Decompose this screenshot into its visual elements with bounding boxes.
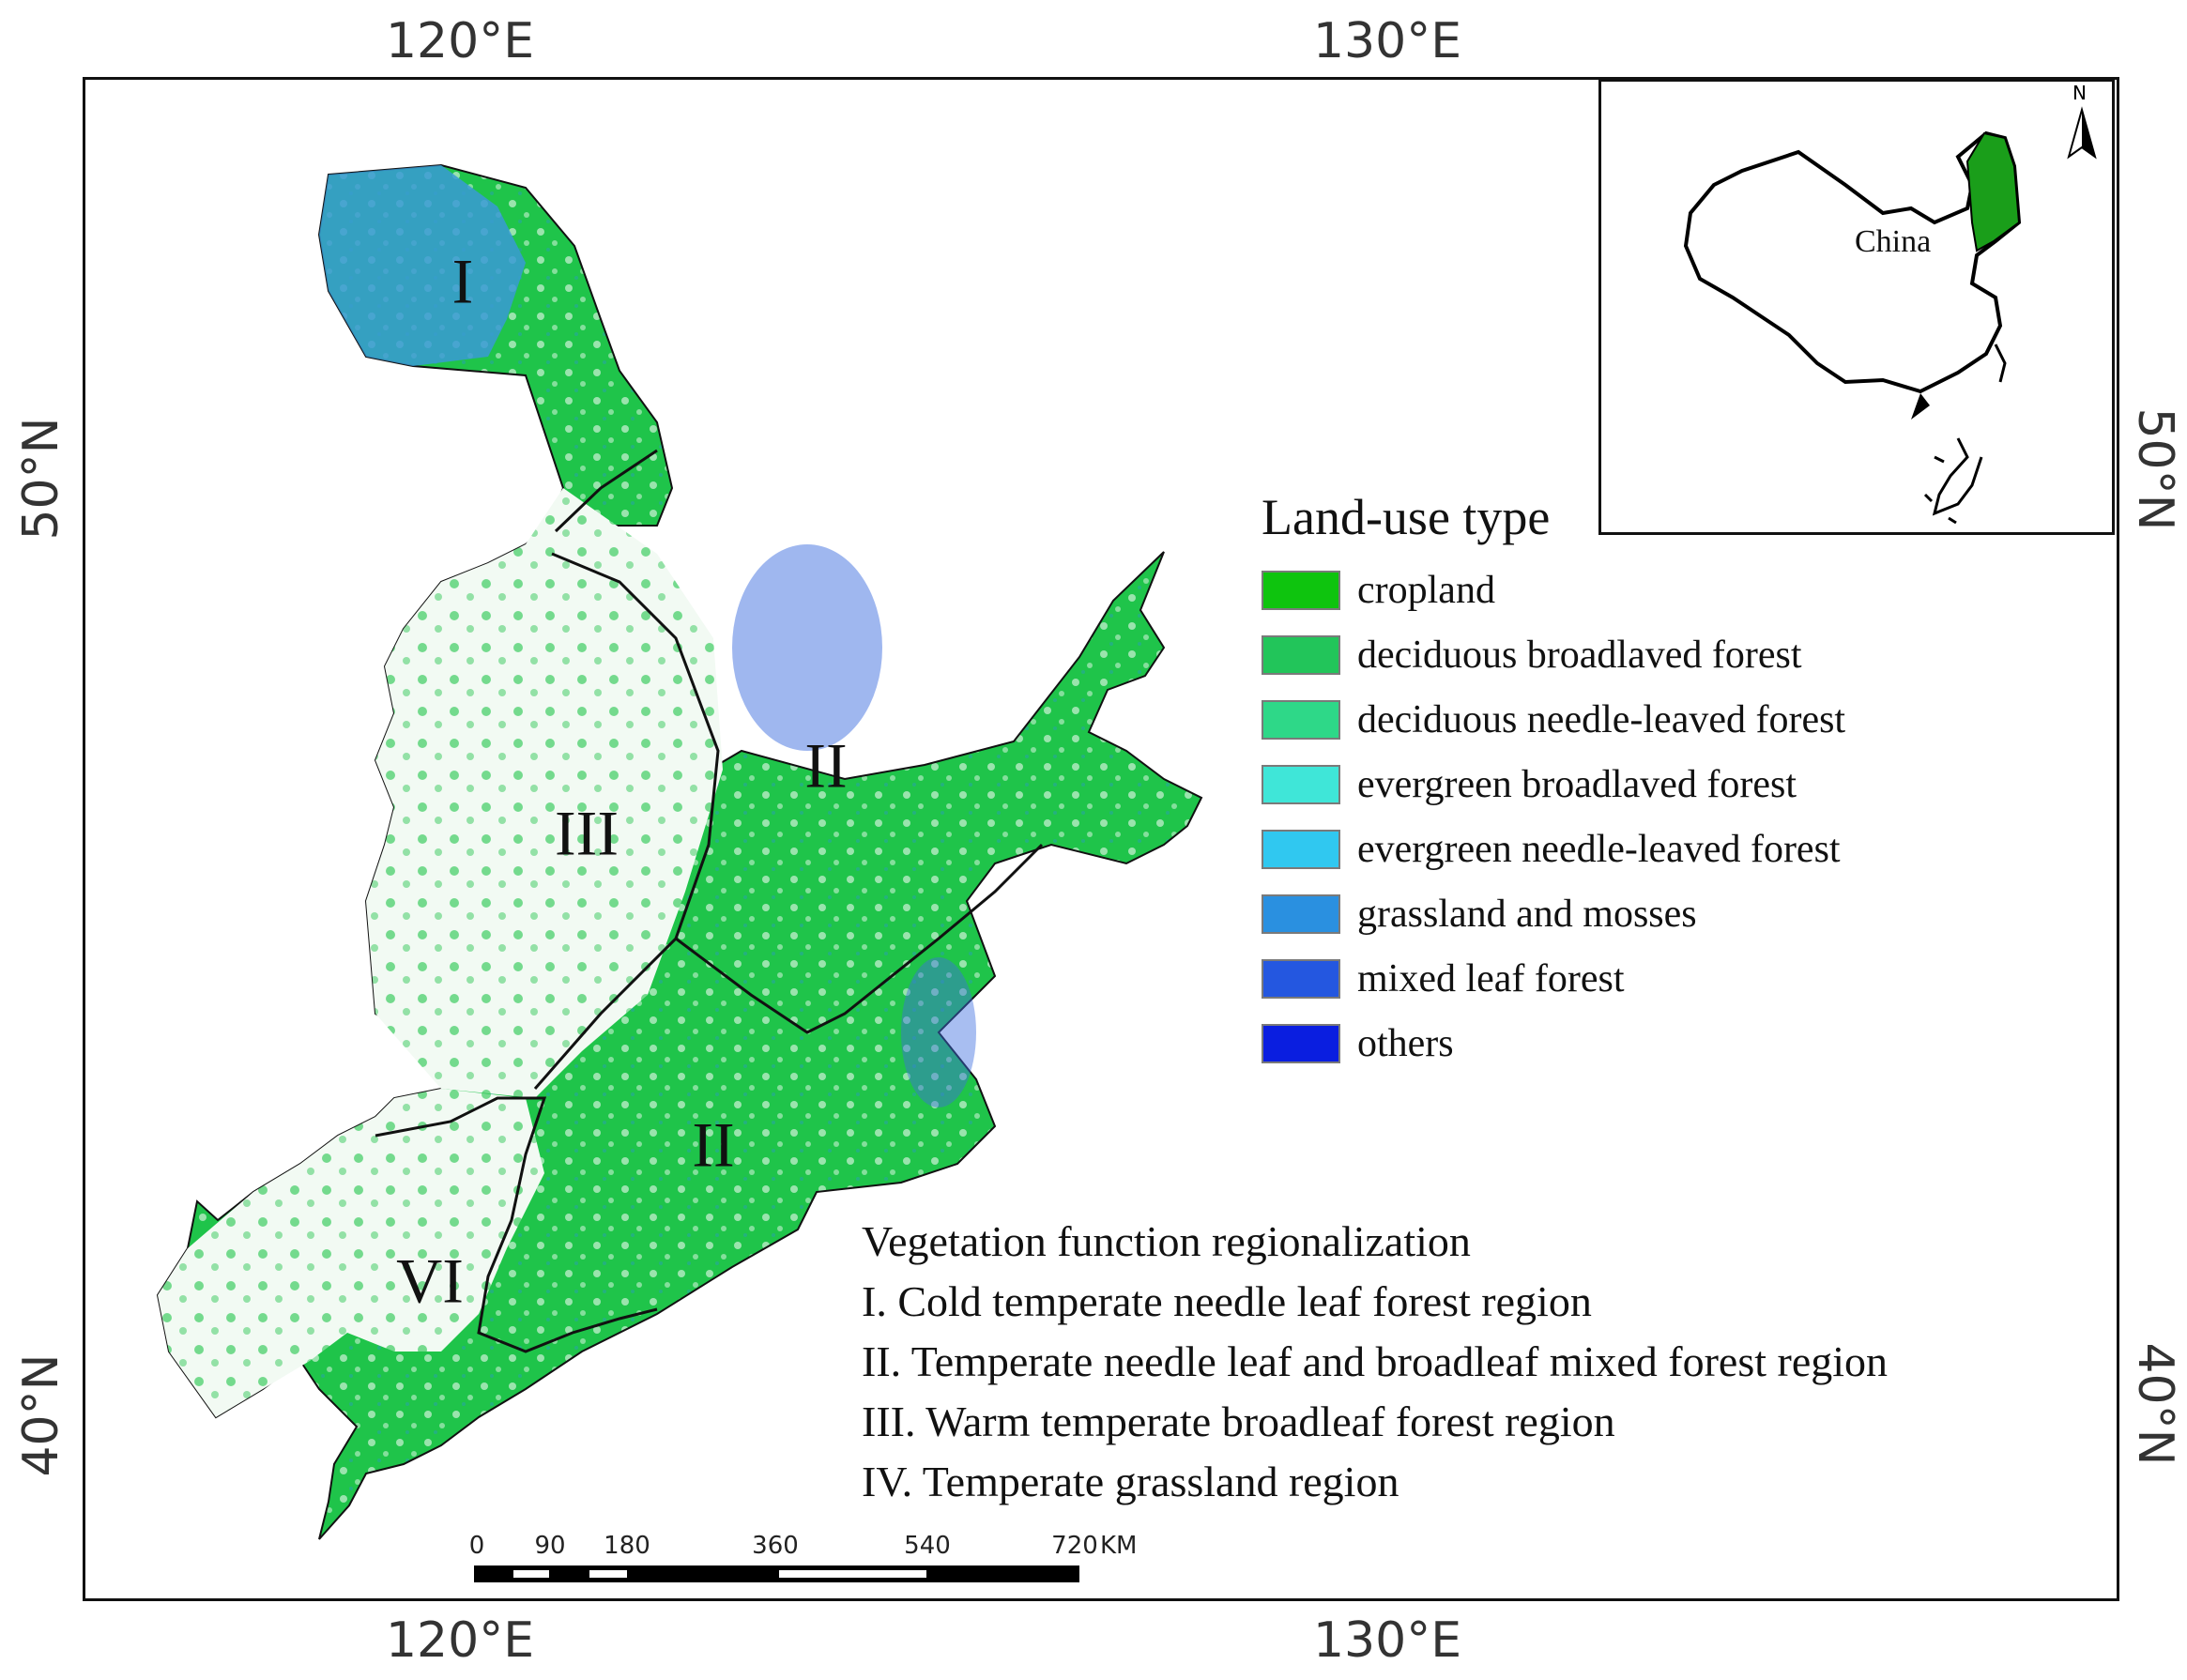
legend-item: evergreen needle-leaved forest: [1262, 828, 1841, 871]
mixed-forest-patch-south: [901, 957, 976, 1107]
region-label-ii-north: II: [804, 729, 848, 802]
legend-label: grassland and mosses: [1357, 893, 1697, 936]
inset-map: China N: [1598, 79, 2115, 535]
legend-label: cropland: [1357, 569, 1495, 612]
boundary-vi: [375, 1096, 658, 1353]
legend-swatch: [1262, 830, 1340, 869]
regionalization-item-ii: II. Temperate needle leaf and broadleaf …: [862, 1337, 1889, 1385]
map-frame: [83, 77, 2119, 1601]
legend-item: mixed leaf forest: [1262, 957, 1625, 1000]
scale-tick-0: 0: [468, 1532, 485, 1560]
legend-label: deciduous needle-leaved forest: [1357, 698, 1846, 741]
legend-item: others: [1262, 1022, 1454, 1065]
regionalization-item-iv: IV. Temperate grassland region: [862, 1458, 1399, 1505]
inset-china-label: China: [1855, 224, 1932, 259]
mixed-forest-patch: [732, 544, 882, 751]
region-label-vi: VI: [396, 1245, 464, 1317]
region-label-iii: III: [555, 797, 619, 869]
region-i-grassland: [319, 165, 526, 366]
legend-item: deciduous needle-leaved forest: [1262, 698, 1845, 741]
boundary-ii-south: [675, 843, 1044, 1034]
bottom-longitude-label-120e: 120°E: [385, 1612, 535, 1669]
legend-label: mixed leaf forest: [1357, 957, 1625, 1000]
scale-tick-90: 90: [534, 1532, 566, 1560]
legend-swatch: [1262, 700, 1340, 740]
top-longitude-label-120e: 120°E: [385, 13, 535, 69]
region-vi-area: [158, 1089, 544, 1417]
legend-swatch: [1262, 571, 1340, 610]
legend-swatch: [1262, 959, 1340, 999]
scale-tick-540: 540: [904, 1532, 951, 1560]
legend-label: evergreen broadlaved forest: [1357, 763, 1797, 806]
legend-title: Land-use type: [1262, 489, 1551, 545]
legend-label: evergreen needle-leaved forest: [1357, 828, 1841, 871]
bottom-longitude-label-130e: 130°E: [1312, 1612, 1462, 1669]
regionalization-item-i: I. Cold temperate needle leaf forest reg…: [862, 1277, 1592, 1325]
region-label-i: I: [451, 245, 474, 317]
legend-item: deciduous broadlaved forest: [1262, 634, 1802, 677]
legend-swatch: [1262, 765, 1340, 804]
region-iii-area: [366, 488, 723, 1098]
boundary-i-ii: [554, 449, 658, 533]
scale-tick-180: 180: [604, 1532, 650, 1560]
scale-tick-360: 360: [752, 1532, 799, 1560]
north-label: N: [2072, 82, 2087, 104]
legend-item: grassland and mosses: [1262, 893, 1697, 936]
regionalization-title: Vegetation function regionalization: [862, 1217, 1471, 1265]
region-label-ii-south: II: [692, 1108, 735, 1181]
legend-label: deciduous broadlaved forest: [1357, 634, 1802, 677]
legend-item: evergreen broadlaved forest: [1262, 763, 1797, 806]
legend-item: cropland: [1262, 569, 1495, 612]
top-longitude-label-130e: 130°E: [1312, 13, 1462, 69]
boundary-iii-ii: [533, 552, 720, 1090]
legend-swatch: [1262, 1024, 1340, 1063]
scale-tick-720: 720: [1051, 1532, 1098, 1560]
northeast-china-highlight: [1965, 131, 2021, 252]
legend-label: others: [1357, 1022, 1454, 1065]
legend-swatch: [1262, 635, 1340, 675]
legend-swatch: [1262, 894, 1340, 934]
regionalization-item-iii: III. Warm temperate broadleaf forest reg…: [862, 1397, 1615, 1445]
china-outline: [1683, 106, 2097, 525]
scale-unit-label: KM: [1100, 1532, 1138, 1560]
